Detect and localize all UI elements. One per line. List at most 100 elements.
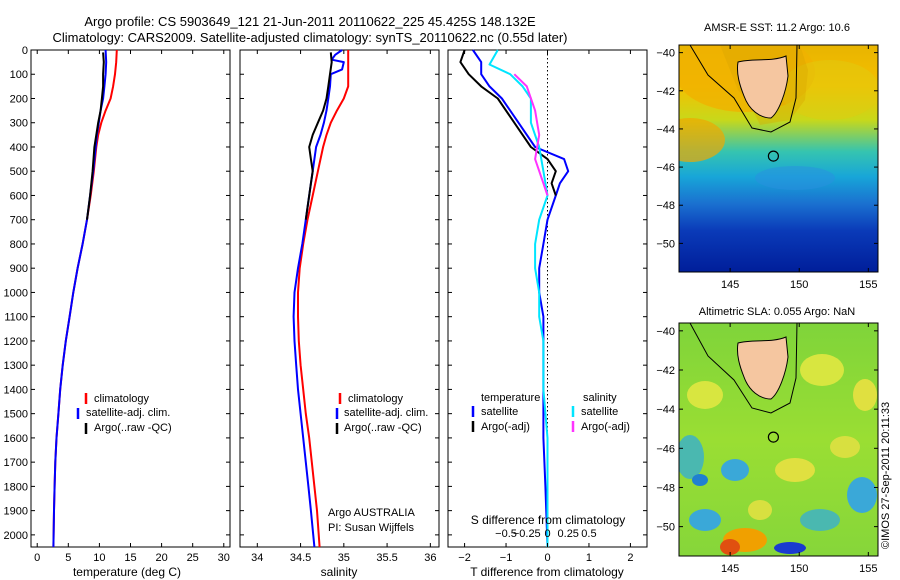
legend-group-temperature: temperature [481, 392, 540, 404]
credit-text: ©IMOS 27-Sep-2011 20:11:33 [880, 401, 892, 549]
argo-position-marker [767, 431, 780, 443]
depth-tick-label: 700 [10, 215, 28, 227]
differences-line-salinity-argo-adj- [513, 73, 549, 196]
principal-investigator-annotation: PI: Susan Wijffels [328, 522, 414, 534]
x-tick-label: 2 [627, 552, 633, 564]
map-latitude-label: −40 [656, 48, 675, 60]
map-longitude-label: 150 [790, 563, 808, 575]
map-longitude-label: 155 [859, 279, 877, 291]
salinity-xlabel: salinity [321, 565, 358, 579]
x-tick-label: 36 [424, 552, 436, 564]
map-latitude-label: −46 [656, 443, 675, 455]
sst-map [679, 45, 878, 272]
depth-tick-label: 1400 [4, 384, 28, 396]
bathymetry-contour [689, 45, 798, 133]
depth-tick-label: 500 [10, 166, 28, 178]
depth-tick-label: 800 [10, 239, 28, 251]
x-tick-label: 0 [34, 552, 40, 564]
map-latitude-label: −40 [656, 326, 675, 338]
sla-map [679, 323, 878, 556]
tasmania-land [737, 336, 789, 400]
depth-tick-label: 300 [10, 118, 28, 130]
temperature-line-satellite-adj-clim- [52, 49, 108, 548]
x-axes: 0 5 10 15 20 25 30 34 34.5 35 35.5 36 −2 −1 0 1 2 −0.5−0.… [34, 50, 633, 564]
salinity-legend: climatology satellite-adj. clim. Argo(..… [328, 393, 428, 534]
map-latitude-label: −48 [656, 482, 675, 494]
depth-tick-label: 1700 [4, 457, 28, 469]
s-difference-tick-label: 0 [544, 528, 550, 540]
depth-tick-label: 1600 [4, 433, 28, 445]
sst-map-title: AMSR-E SST: 11.2 Argo: 10.6 [704, 22, 850, 34]
legend-label-argo: Argo(..raw -QC) [94, 422, 172, 434]
figure-title-line2: Climatology: CARS2009. Satellite-adjuste… [52, 30, 568, 45]
differences-line-temperature-argo-adj- [459, 49, 557, 196]
legend-label-temperature-argo: Argo(-adj) [481, 421, 530, 433]
depth-tick-label: 200 [10, 93, 28, 105]
tasmania-land [737, 55, 789, 119]
map-longitude-label: 145 [721, 279, 739, 291]
depth-tick-label: 1100 [4, 312, 28, 324]
map-latitude-label: −46 [656, 162, 675, 174]
x-tick-label: 5 [65, 552, 71, 564]
sla-map-title: Altimetric SLA: 0.055 Argo: NaN [699, 306, 856, 318]
legend-label-salinity-satellite: satellite [581, 406, 618, 418]
legend-label-climatology: climatology [94, 393, 150, 405]
map-latitude-label: −50 [656, 522, 675, 534]
map-latitude-label: −44 [656, 404, 675, 416]
legend-label-satellite: satellite-adj. clim. [86, 407, 170, 419]
depth-tick-label: 1000 [4, 287, 28, 299]
x-tick-label: 15 [124, 552, 136, 564]
s-difference-xlabel: S difference from climatology [471, 513, 626, 527]
temperature-panel [30, 49, 231, 548]
depth-tick-label: 1500 [4, 409, 28, 421]
legend-label-satellite: satellite-adj. clim. [344, 407, 428, 419]
x-tick-label: 30 [218, 552, 230, 564]
temperature-legend: climatology satellite-adj. clim. Argo(..… [76, 393, 172, 434]
x-tick-label: 25 [187, 552, 199, 564]
profile-lines [52, 49, 570, 548]
depth-tick-label: 600 [10, 190, 28, 202]
salinity-line-argo-raw-qc- [304, 52, 333, 220]
differences-line-salinity-satellite [488, 49, 549, 547]
map-longitude-label: 150 [790, 279, 808, 291]
map-latitude-label: −42 [656, 365, 675, 377]
x-tick-label: 1 [586, 552, 592, 564]
legend-label-climatology: climatology [348, 393, 404, 405]
depth-tick-label: 1300 [4, 360, 28, 372]
depth-tick-label: 0 [22, 45, 28, 57]
map-latitude-label: −42 [656, 86, 675, 98]
x-tick-label: 35.5 [376, 552, 397, 564]
temperature-xlabel: temperature (deg C) [73, 565, 181, 579]
x-tick-label: 34 [251, 552, 263, 564]
map-latitude-label: −48 [656, 200, 675, 212]
depth-tick-label: 900 [10, 263, 28, 275]
t-difference-xlabel: T difference from climatology [470, 565, 624, 579]
sla-map-axes: 145 150 155 −40 −42 −44 −46 −48 −50 [656, 323, 878, 575]
depth-tick-label: 100 [10, 69, 28, 81]
legend-label-temperature-satellite: satellite [481, 406, 518, 418]
argo-position-marker [767, 150, 780, 162]
x-tick-label: 0 [544, 552, 550, 564]
figure-title-line1: Argo profile: CS 5903649_121 21-Jun-2011… [84, 14, 536, 29]
x-tick-label: 35 [338, 552, 350, 564]
bathymetry-contour [689, 323, 798, 414]
x-tick-label: −2 [458, 552, 471, 564]
difference-legend: temperature salinity satellite Argo(-adj… [471, 392, 630, 433]
map-latitude-label: −50 [656, 238, 675, 250]
argo-program-annotation: Argo AUSTRALIA [328, 507, 415, 519]
legend-label-salinity-argo: Argo(-adj) [581, 421, 630, 433]
x-tick-label: −1 [500, 552, 513, 564]
x-tick-label: 10 [93, 552, 105, 564]
legend-group-salinity: salinity [583, 392, 617, 404]
depth-tick-label: 1900 [4, 506, 28, 518]
depth-tick-label: 400 [10, 142, 28, 154]
legend-label-argo: Argo(..raw -QC) [344, 422, 422, 434]
temperature-line-argo-raw-qc- [86, 52, 105, 220]
s-difference-tick-label: −0.25 [513, 528, 541, 540]
sst-map-axes: 145 150 155 −40 −42 −44 −46 −48 −50 [656, 45, 878, 291]
s-difference-tick-label: 0.5 [581, 528, 596, 540]
x-tick-label: 34.5 [290, 552, 311, 564]
depth-tick-label: 2000 [4, 530, 28, 542]
salinity-panel [239, 49, 440, 548]
